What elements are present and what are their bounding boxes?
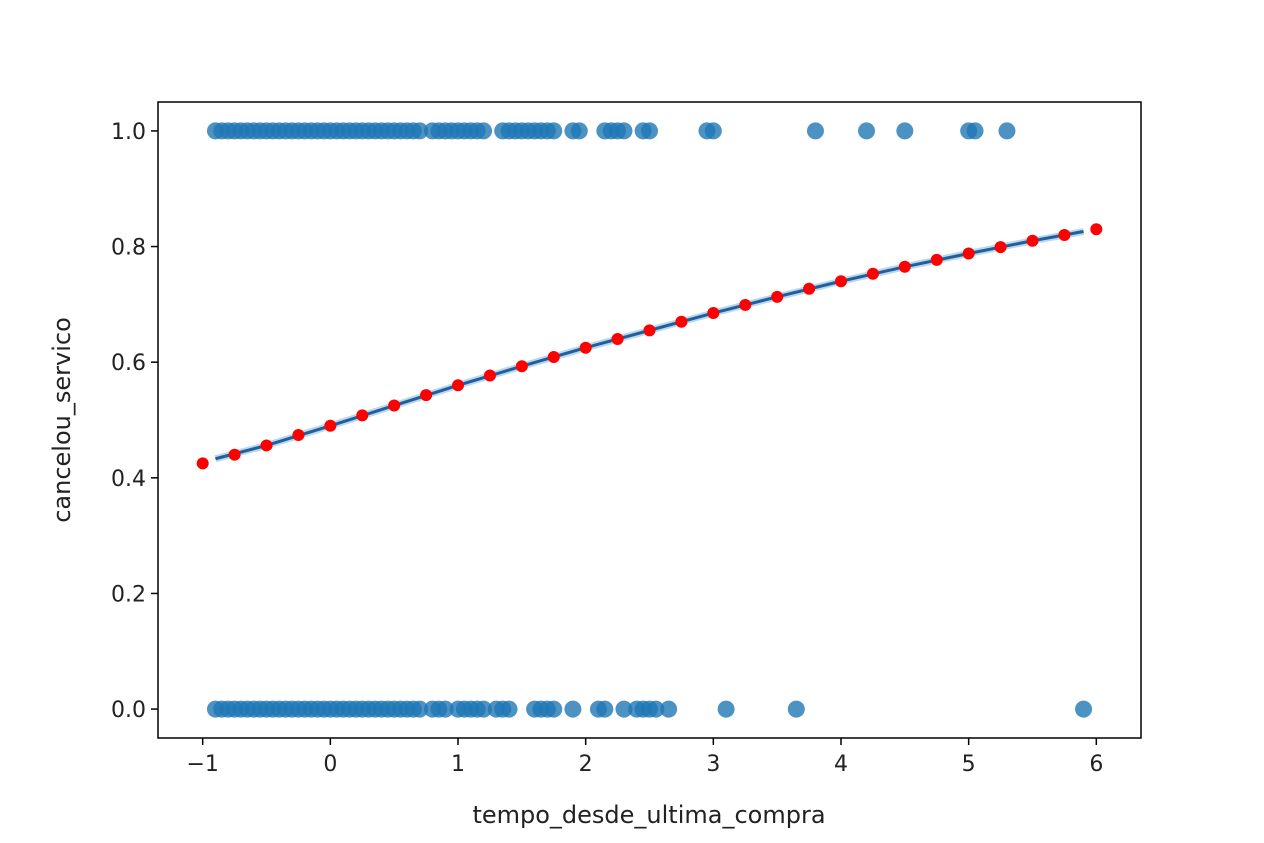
- x-tick-label: 1: [451, 752, 465, 777]
- predicted-point: [196, 457, 209, 470]
- predicted-point: [930, 253, 943, 266]
- observed-point: [704, 122, 722, 140]
- predicted-point: [547, 350, 560, 363]
- observed-point: [545, 700, 563, 718]
- observed-point: [647, 700, 665, 718]
- y-tick-label: 0.6: [111, 351, 146, 376]
- observed-point: [717, 700, 735, 718]
- x-ticks: −1 0 1 2 3 4 5 6: [186, 738, 1103, 777]
- observed-point: [411, 700, 429, 718]
- predicted-point: [228, 448, 241, 461]
- x-axis-label: tempo_desde_ultima_compra: [472, 801, 825, 829]
- y-tick-label: 0.2: [111, 582, 146, 607]
- predicted-point: [771, 290, 784, 303]
- x-tick-label: 5: [962, 752, 976, 777]
- predicted-point: [579, 341, 592, 354]
- observed-point: [545, 122, 563, 140]
- predicted-points: [196, 223, 1103, 470]
- observed-points: [206, 122, 1093, 718]
- observed-point: [596, 700, 614, 718]
- predicted-point: [611, 333, 624, 346]
- y-tick-label: 0.0: [111, 698, 146, 723]
- observed-point: [615, 122, 633, 140]
- predicted-point: [834, 275, 847, 288]
- observed-point: [1075, 700, 1093, 718]
- predicted-point: [866, 267, 879, 280]
- predicted-point: [707, 307, 720, 320]
- predicted-point: [994, 241, 1007, 254]
- observed-point: [806, 122, 824, 140]
- plot-frame: [157, 101, 1142, 739]
- observed-point: [641, 122, 658, 140]
- y-tick-label: 0.8: [111, 236, 146, 261]
- observed-point: [411, 122, 429, 140]
- observed-point: [615, 700, 633, 718]
- observed-point: [966, 122, 984, 140]
- x-tick-label: −1: [186, 752, 218, 777]
- observed-point: [475, 122, 493, 140]
- observed-point: [896, 122, 914, 140]
- predicted-point: [898, 260, 911, 273]
- predicted-point: [483, 369, 496, 382]
- predicted-point: [324, 419, 337, 432]
- predicted-point: [803, 282, 816, 295]
- predicted-point: [1090, 223, 1103, 236]
- observed-point: [564, 700, 582, 718]
- plot-area: [158, 102, 1141, 738]
- y-tick-label: 0.4: [111, 467, 146, 492]
- x-tick-label: 0: [323, 752, 337, 777]
- predicted-point: [739, 298, 752, 311]
- predicted-point: [675, 315, 688, 328]
- observed-point: [660, 700, 678, 718]
- x-tick-label: 6: [1089, 752, 1103, 777]
- predicted-point: [643, 324, 656, 337]
- observed-point: [500, 700, 518, 718]
- observed-point: [436, 700, 454, 718]
- observed-point: [787, 700, 805, 718]
- predicted-point: [1026, 234, 1039, 247]
- observed-point: [570, 122, 588, 140]
- y-axis-label: cancelou_servico: [48, 317, 76, 523]
- observed-point: [858, 122, 876, 140]
- predicted-point: [292, 429, 305, 442]
- predicted-point: [515, 360, 528, 373]
- y-ticks: 0.0 0.2 0.4 0.6 0.8 1.0: [111, 120, 158, 723]
- x-tick-label: 3: [706, 752, 720, 777]
- predicted-point: [962, 247, 975, 260]
- predicted-point: [452, 379, 465, 392]
- x-tick-label: 2: [579, 752, 593, 777]
- observed-point: [475, 700, 493, 718]
- predicted-point: [420, 389, 433, 402]
- predicted-point: [260, 439, 273, 452]
- observed-point: [998, 122, 1016, 140]
- x-tick-label: 4: [834, 752, 848, 777]
- predicted-point: [388, 399, 401, 412]
- y-tick-label: 1.0: [111, 120, 146, 145]
- predicted-point: [356, 409, 369, 422]
- predicted-point: [1058, 228, 1071, 241]
